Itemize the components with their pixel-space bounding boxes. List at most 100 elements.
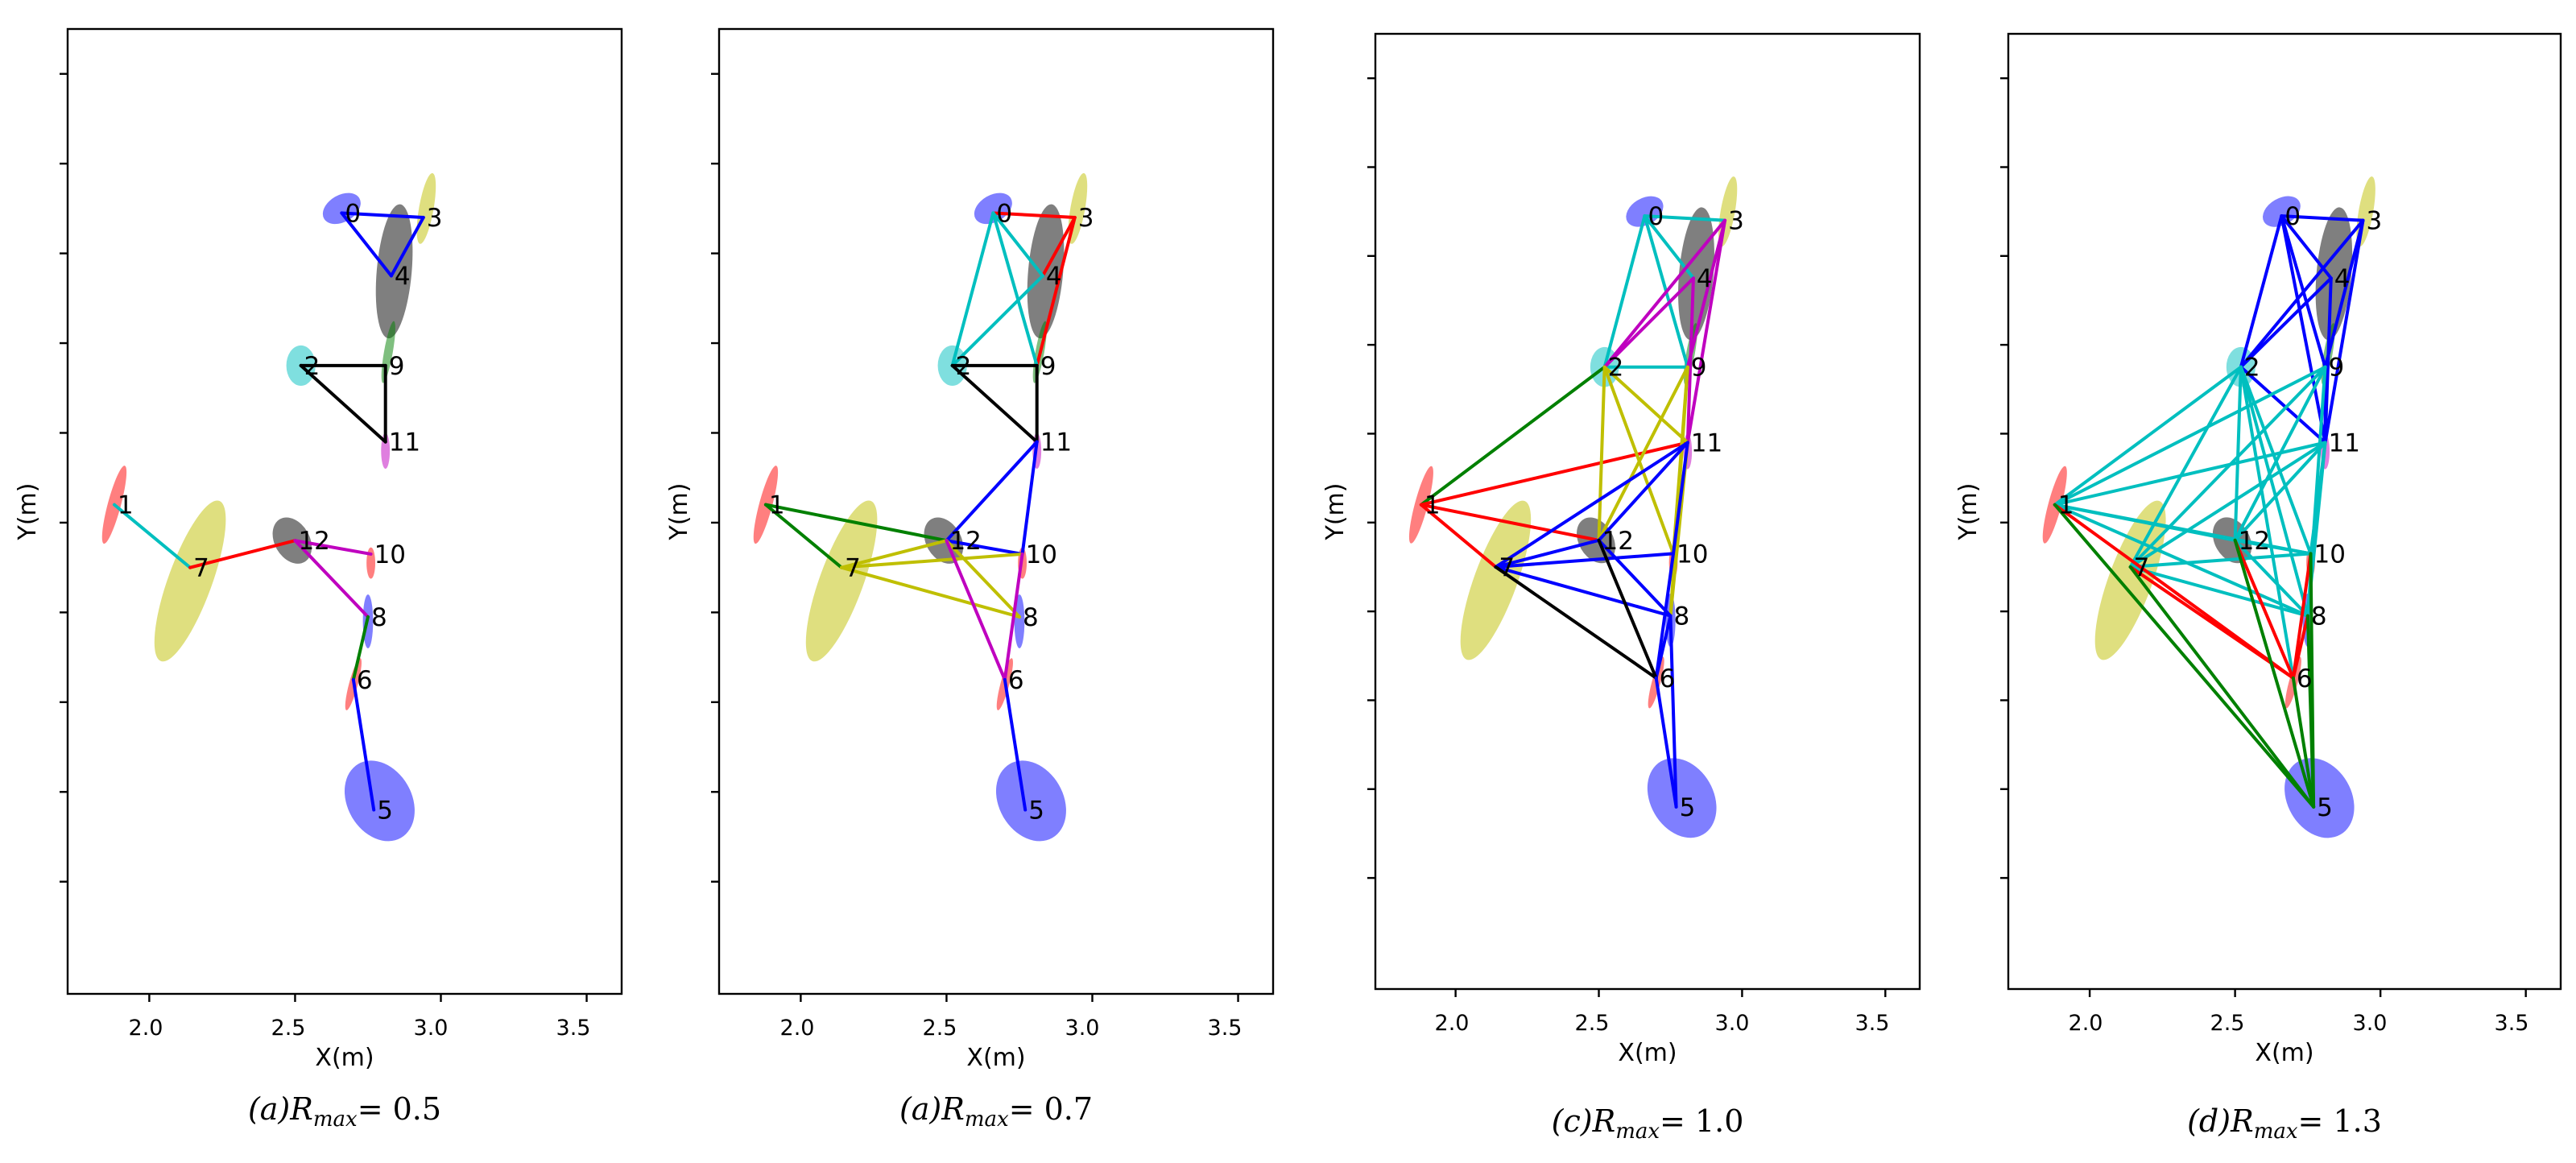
edge-3-11 — [1685, 218, 1727, 445]
node-label-12: 12 — [1602, 527, 1634, 556]
node-label-2: 2 — [956, 352, 972, 381]
caption-eq: = — [1009, 1091, 1044, 1127]
edge-9-12 — [2233, 365, 2327, 542]
node-label-1: 1 — [1424, 491, 1441, 520]
edge-12-10 — [945, 539, 1024, 556]
edge-12-11 — [1597, 441, 1689, 542]
edge-12-8 — [945, 539, 1021, 619]
node-label-10: 10 — [1026, 540, 1057, 569]
edge-6-5 — [1003, 677, 1028, 812]
edge-11-10 — [1672, 441, 1689, 556]
node-label-4: 4 — [2334, 264, 2351, 293]
edge-7-8 — [2128, 565, 2309, 618]
caption: (a)Rmax= 0.5 — [248, 1091, 441, 1132]
node-label-3: 3 — [1728, 207, 1744, 236]
edge-11-12 — [2233, 441, 2327, 542]
edge-12-5 — [2233, 538, 2316, 809]
edge-11-10 — [1020, 440, 1039, 556]
ellipse-node-4 — [2315, 207, 2353, 341]
edge-2-11 — [2239, 365, 2327, 445]
node-label-3: 3 — [1078, 204, 1094, 233]
edge-12-8 — [1597, 538, 1673, 618]
edge-2-7 — [2128, 365, 2243, 569]
node-label-0: 0 — [1648, 202, 1664, 231]
node-label-4: 4 — [1046, 262, 1062, 291]
node-label-9: 9 — [1691, 354, 1707, 383]
x-axis-label: X(m) — [966, 1044, 1025, 1072]
edge-0-3 — [1643, 214, 1727, 222]
edge-2-4 — [1602, 276, 1695, 369]
x-tick-label: 2.5 — [271, 1016, 306, 1041]
caption-r: R — [1592, 1103, 1616, 1139]
panel-c: 2.0 2.5 3.0 3.5 X(m) Y(m) (c)Rmax= 1.0 0… — [1321, 32, 1921, 1144]
node-label-2: 2 — [2244, 354, 2260, 383]
node-label-7: 7 — [1499, 553, 1515, 582]
edge-2-4 — [950, 274, 1044, 367]
edge-4-2 — [2239, 276, 2333, 369]
x-axis-label: X(m) — [2255, 1039, 2313, 1067]
edge-2-12 — [1597, 365, 1606, 542]
node-label-2: 2 — [304, 352, 320, 381]
node-label-5: 5 — [1028, 797, 1044, 826]
edge-10-6 — [1654, 552, 1676, 680]
node-label-10: 10 — [1677, 540, 1708, 569]
ellipse-node-7 — [805, 500, 878, 662]
axes-frame — [1374, 32, 1921, 991]
node-label-6: 6 — [357, 666, 373, 695]
ellipse-node-4 — [1678, 207, 1714, 341]
edge-2-6 — [2239, 365, 2295, 680]
edge-0-4 — [340, 211, 393, 278]
edge-7-8 — [1494, 565, 1673, 618]
x-tick-label: 2.0 — [1435, 1011, 1470, 1036]
caption-panel-label: (c) — [1552, 1103, 1593, 1139]
ellipse-node-0 — [2262, 196, 2301, 227]
x-tick-label: 2.0 — [780, 1016, 815, 1041]
edge-1-5 — [2053, 503, 2316, 809]
axes-frame — [66, 27, 623, 995]
node-label-0: 0 — [2284, 202, 2301, 231]
edge-11-10 — [2309, 441, 2327, 556]
edge-1-2 — [2053, 365, 2243, 507]
y-axis-label: Y(m) — [14, 483, 42, 541]
node-label-1: 1 — [769, 491, 785, 520]
ellipse-node-5 — [995, 760, 1066, 842]
edge-6-5 — [2291, 676, 2316, 809]
node-label-7: 7 — [2134, 553, 2150, 582]
edge-2-11 — [299, 363, 387, 444]
edge-0-3 — [2280, 214, 2365, 222]
caption-r: R — [941, 1091, 965, 1127]
node-label-11: 11 — [2329, 428, 2360, 457]
node-label-11: 11 — [1691, 428, 1722, 457]
caption-panel-label: (d) — [2187, 1103, 2231, 1139]
node-label-8: 8 — [1673, 602, 1689, 631]
node-label-9: 9 — [2329, 354, 2345, 383]
panel-a: 2.0 2.5 3.0 3.5 X(m) Y(m) (a)Rmax= 0.5 0… — [14, 27, 623, 1132]
edge-7-12 — [840, 539, 949, 569]
edge-1-7 — [112, 503, 192, 569]
edge-7-10 — [840, 552, 1024, 569]
edge-1-12 — [1419, 503, 1601, 542]
node-label-2: 2 — [1608, 354, 1624, 383]
y-axis-label: Y(m) — [665, 483, 693, 541]
ellipse-node-8 — [1014, 594, 1025, 648]
edge-7-12 — [188, 539, 297, 569]
edge-2-11 — [950, 363, 1039, 444]
edge-8-6 — [2291, 614, 2309, 680]
edge-7-10 — [1494, 552, 1676, 569]
caption-subscript: max — [2254, 1120, 2298, 1144]
node-label-11: 11 — [1040, 428, 1072, 457]
edge-0-3 — [991, 211, 1077, 220]
edge-3-9 — [2323, 218, 2365, 369]
node-label-8: 8 — [2311, 602, 2327, 631]
x-tick-label: 3.5 — [1208, 1016, 1243, 1041]
x-tick-label: 3.5 — [1855, 1011, 1890, 1036]
edge-3-9 — [1035, 216, 1077, 367]
edge-6-5 — [1654, 676, 1678, 809]
edge-1-12 — [763, 503, 949, 543]
x-tick-label: 3.0 — [1065, 1016, 1100, 1041]
x-tick-label: 3.0 — [414, 1016, 449, 1041]
edge-1-7 — [763, 503, 844, 569]
edge-12-10 — [293, 539, 373, 556]
node-label-5: 5 — [377, 797, 393, 826]
edge-1-7 — [1419, 503, 1498, 569]
